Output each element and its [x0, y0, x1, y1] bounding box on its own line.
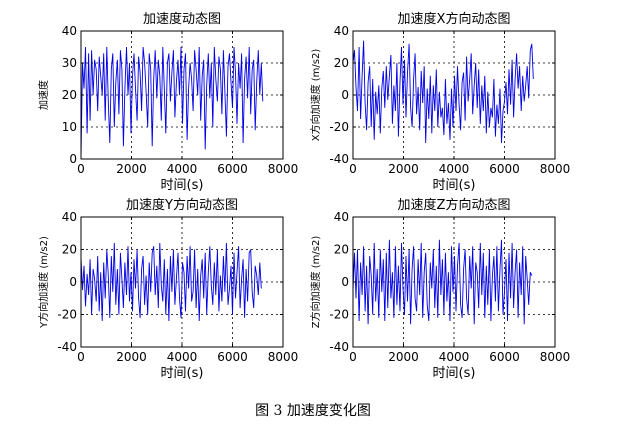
x-tick-label: 8000 — [540, 162, 571, 176]
y-tick-label: 0 — [341, 275, 349, 289]
x-axis-label: 时间(s) — [161, 178, 204, 193]
y-tick-label: 10 — [62, 120, 77, 134]
x-tick-label: 0 — [77, 350, 85, 364]
y-tick-label: 40 — [62, 210, 77, 224]
x-tick-label: 4000 — [167, 350, 198, 364]
y-tick-label: 20 — [62, 243, 77, 257]
y-tick-label: 20 — [334, 243, 349, 257]
y-tick-label: 40 — [62, 24, 77, 38]
y-tick-label: -40 — [329, 152, 349, 166]
x-tick-label: 2000 — [388, 350, 419, 364]
x-tick-label: 6000 — [489, 162, 520, 176]
chart-title: 加速度动态图 — [143, 11, 221, 27]
x-axis-label: 时间(s) — [161, 366, 204, 381]
x-tick-label: 8000 — [540, 350, 571, 364]
figure-caption: 图 3 加速度变化图 — [255, 403, 371, 419]
x-tick-label: 0 — [349, 350, 357, 364]
y-tick-label: 40 — [334, 24, 349, 38]
y-tick-label: -20 — [57, 308, 77, 322]
chart-panel-2: 0 2000 4000 6000 8000 -40 -20 0 20 40 加速度X方向动态图时间(… — [309, 11, 570, 193]
y-tick-label: -40 — [57, 340, 77, 354]
y-axis-label: 加速度 — [37, 80, 50, 110]
data-series-line — [352, 40, 534, 144]
y-tick-label: -40 — [329, 340, 349, 354]
y-tick-label: 0 — [341, 88, 349, 102]
x-tick-label: 4000 — [439, 162, 470, 176]
y-axis-label: Z方向加速度 (m/s2) — [309, 236, 322, 329]
chart-panel-4: 0 2000 4000 6000 8000 -40 -20 0 20 40 加速度Z方向动态图时间(… — [309, 197, 570, 381]
x-tick-label: 6000 — [217, 162, 248, 176]
x-tick-label: 2000 — [116, 162, 147, 176]
data-series-line — [80, 46, 264, 160]
data-series-line — [352, 239, 533, 325]
x-tick-label: 6000 — [217, 350, 248, 364]
x-tick-label: 8000 — [268, 162, 299, 176]
x-tick-label: 0 — [349, 162, 357, 176]
y-tick-label: -20 — [329, 308, 349, 322]
x-axis-label: 时间(s) — [433, 178, 476, 193]
y-tick-label: 40 — [334, 210, 349, 224]
y-tick-label: 0 — [69, 275, 77, 289]
y-tick-label: 30 — [62, 56, 77, 70]
x-tick-label: 6000 — [489, 350, 520, 364]
x-tick-label: 2000 — [116, 350, 147, 364]
x-tick-label: 0 — [77, 162, 85, 176]
x-tick-label: 8000 — [268, 350, 299, 364]
chart-title: 加速度Z方向动态图 — [398, 197, 511, 213]
y-axis-label: Y方向加速度 (m/s2) — [37, 236, 50, 329]
y-axis-label: X方向加速度 (m/s2) — [309, 49, 322, 142]
chart-panel-3: 0 2000 4000 6000 8000 -40 -20 0 20 40 加速度Y方向动态图时间(… — [37, 197, 298, 381]
y-tick-label: 20 — [62, 88, 77, 102]
x-axis-label: 时间(s) — [433, 366, 476, 381]
y-tick-label: -20 — [329, 120, 349, 134]
chart-title: 加速度X方向动态图 — [398, 11, 511, 27]
x-tick-label: 4000 — [439, 350, 470, 364]
data-series-line — [80, 242, 262, 322]
x-tick-label: 2000 — [388, 162, 419, 176]
chart-title: 加速度Y方向动态图 — [126, 197, 238, 213]
x-tick-label: 4000 — [167, 162, 198, 176]
y-tick-label: 0 — [69, 152, 77, 166]
y-tick-label: 20 — [334, 56, 349, 70]
